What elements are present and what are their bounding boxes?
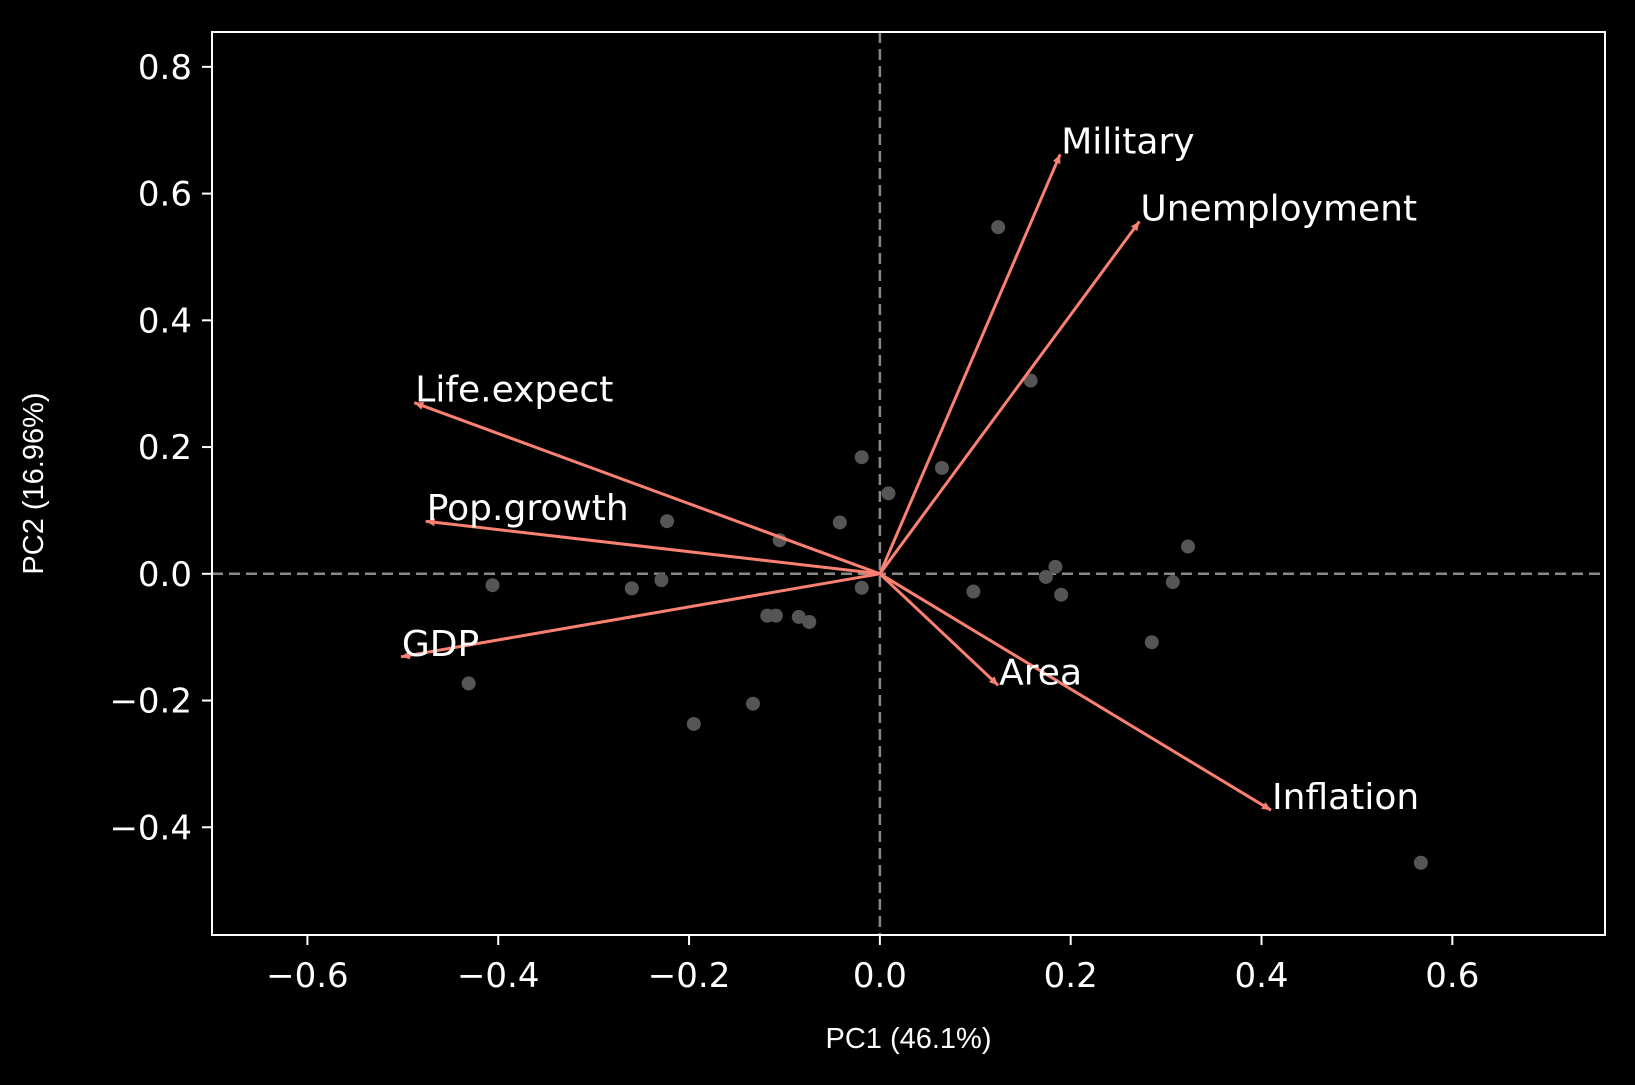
x-axis-label: PC1 (46.1%) (825, 1023, 991, 1055)
data-point (1038, 569, 1053, 584)
y-tick-label: 0.2 (138, 428, 192, 468)
loading-label: Life.expect (415, 370, 613, 411)
x-tick-label: −0.6 (266, 956, 349, 996)
loading-label: Pop.growth (427, 488, 629, 529)
data-point (1048, 559, 1063, 574)
y-tick-label: 0.8 (138, 48, 192, 88)
x-axis-ticks: −0.6 −0.4 −0.2 0.0 0.2 0.4 0.6 (266, 935, 1479, 996)
loading-arrow (878, 153, 1062, 575)
loading-label: Area (999, 652, 1082, 693)
y-axis-ticks: −0.4 −0.2 0.0 0.2 0.4 0.6 0.8 (109, 48, 212, 848)
loading-label: Unemployment (1140, 188, 1417, 229)
data-point (854, 580, 869, 595)
loading-arrow (878, 572, 1000, 687)
y-tick-label: −0.4 (109, 808, 192, 848)
data-point (1023, 373, 1038, 388)
reference-lines (212, 32, 1605, 935)
y-axis-label: PC2 (16.96%) (18, 392, 50, 574)
data-point (802, 614, 817, 629)
data-point (485, 578, 500, 593)
data-point (854, 450, 869, 465)
loading-arrowhead (988, 676, 999, 686)
data-point (1413, 855, 1428, 870)
loading-arrow (413, 401, 881, 576)
loading-labels: Military Unemployment Life.expect Pop.growt… (402, 121, 1419, 818)
data-point (1181, 539, 1196, 554)
loading-arrow (879, 572, 1272, 812)
loading-arrowhead (1261, 802, 1272, 811)
data-point (624, 581, 639, 596)
loading-arrowhead (425, 518, 436, 527)
data-point (686, 716, 701, 731)
y-tick-label: −0.2 (109, 682, 192, 722)
loading-arrows (400, 153, 1272, 812)
loading-arrowhead (1052, 154, 1061, 165)
loading-label: Inflation (1272, 777, 1419, 818)
x-tick-label: −0.4 (457, 956, 540, 996)
loading-arrow (400, 572, 881, 659)
loading-arrowhead (414, 402, 425, 410)
data-point (791, 609, 806, 624)
y-tick-label: 0.0 (138, 555, 192, 595)
loading-arrowhead (400, 651, 411, 660)
loading-label: GDP (402, 624, 479, 665)
x-tick-label: 0.4 (1234, 956, 1288, 996)
plot-frame (211, 31, 1606, 936)
x-tick-label: 0.0 (853, 956, 907, 996)
data-point (1165, 575, 1180, 590)
data-point (745, 696, 760, 711)
loading-arrowhead (1130, 221, 1140, 232)
data-point (654, 573, 669, 588)
data-point (991, 220, 1006, 235)
loading-arrow (425, 519, 881, 576)
x-tick-label: 0.6 (1425, 956, 1479, 996)
loading-arrow (878, 220, 1141, 575)
data-point (768, 608, 783, 623)
data-point (660, 514, 675, 529)
data-point (966, 584, 981, 599)
y-tick-label: 0.4 (138, 301, 192, 341)
data-point (1054, 587, 1069, 602)
data-point (881, 486, 896, 501)
x-tick-label: −0.2 (648, 956, 731, 996)
y-tick-label: 0.6 (138, 175, 192, 215)
loading-label: Military (1061, 121, 1194, 162)
data-point (934, 460, 949, 475)
data-point (832, 515, 847, 530)
data-point (1144, 635, 1159, 650)
data-point (461, 676, 476, 691)
x-tick-label: 0.2 (1044, 956, 1098, 996)
